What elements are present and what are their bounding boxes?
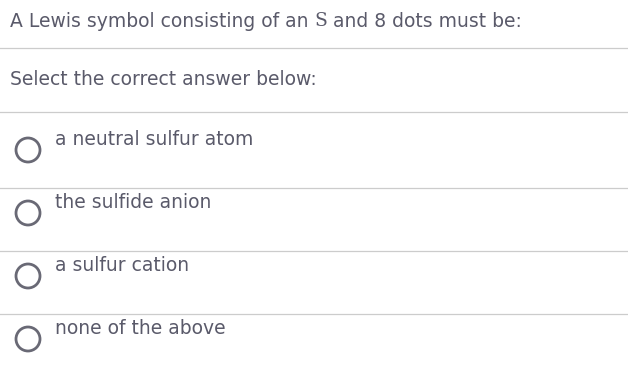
- Text: none of the above: none of the above: [55, 319, 225, 338]
- Text: A Lewis symbol consisting of an: A Lewis symbol consisting of an: [10, 12, 315, 31]
- Text: Select the correct answer below:: Select the correct answer below:: [10, 70, 317, 89]
- Text: a neutral sulfur atom: a neutral sulfur atom: [55, 130, 253, 149]
- Text: and 8 dots must be:: and 8 dots must be:: [327, 12, 522, 31]
- Text: a sulfur cation: a sulfur cation: [55, 256, 189, 275]
- Text: S: S: [315, 12, 327, 30]
- Text: the sulfide anion: the sulfide anion: [55, 193, 212, 212]
